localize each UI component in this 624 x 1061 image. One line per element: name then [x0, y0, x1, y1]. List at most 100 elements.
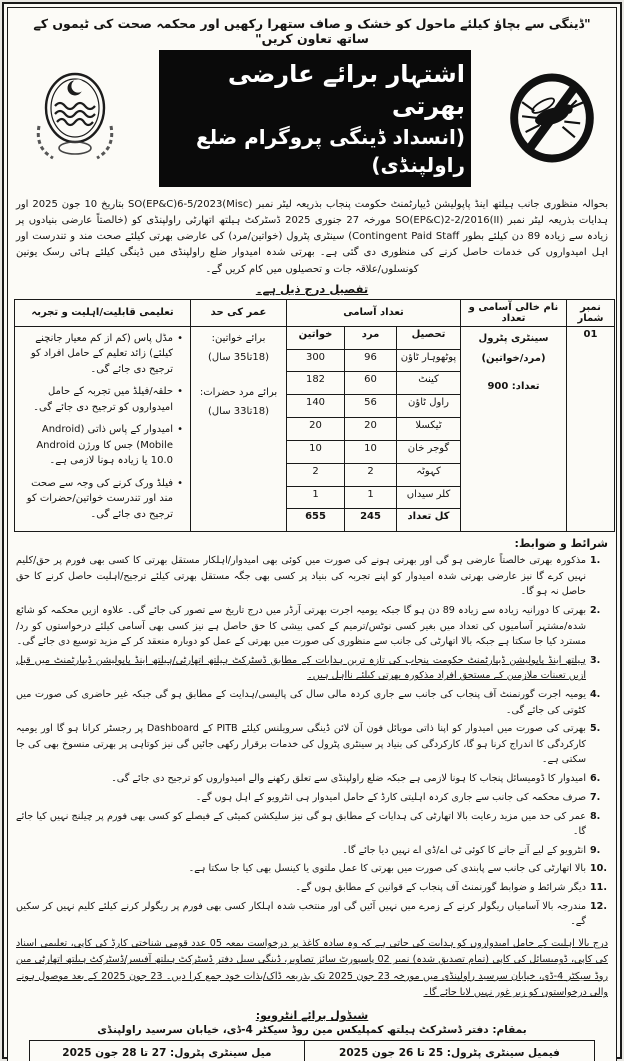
post-gender: (مرد/خواتین) [481, 352, 546, 364]
post-cell: سینٹری پٹرول (مرد/خواتین) تعداد: 900 [460, 325, 567, 533]
table-row: ٹیکسلا 20 20 [15, 417, 615, 441]
schedule-venue: بمقام: دفتر ڈسٹرکٹ ہیلتھ کمپلیکس مین روڈ… [97, 1024, 527, 1037]
approval-intro-paragraph: بحوالہ منظوری جانب ہیلتھ اینڈ پاپولیشن ڈ… [16, 198, 609, 275]
title-banner: اشتہار برائے عارضی بھرتی (انسداد ڈینگی پ… [159, 50, 471, 187]
term-text: امیدوار کا ڈومیسائل پنجاب کا ہونا لازمی … [111, 773, 586, 785]
term-text: مذکورہ بھرتی خالصتاً عارضی ہو گی اور بھر… [16, 555, 586, 598]
term-number: 12. [590, 900, 607, 912]
col-age: عمر کی حد [190, 298, 287, 327]
term-text: ہیلتھ اینڈ پاپولیشن ڈیپارٹمنٹ حکومت پنجا… [16, 654, 586, 682]
program-subtitle: (انسداد ڈینگی پروگرام ضلع راولپنڈی) [196, 124, 465, 177]
age-male-value: (18تا33 سال) [208, 405, 269, 417]
term-text: یومیہ اجرت گورنمنٹ آف پنجاب کی جانب سے ج… [16, 689, 586, 716]
term-item: 12. مندرجہ بالا آسامیاں ریگولر کرنے کے زم… [16, 899, 608, 930]
qualification-item: فیلڈ ورک کرنے کی وجہ سے صحت مند اور تندر… [20, 476, 183, 523]
table-header-row: نمبر شمار نام خالی آسامی و تعداد تعداد آ… [14, 298, 615, 327]
qualification-item: مڈل پاس (کم از کم معیار جانچنے کیلئے) زا… [20, 331, 183, 378]
male-count: 2 [344, 462, 397, 487]
term-number: 11. [590, 882, 607, 894]
no-mosquito-icon [500, 72, 604, 164]
term-text: صرف محکمہ کی جانب سے جاری کردہ اہلیتی کا… [195, 791, 586, 803]
term-text: دیگر شرائط و ضوابط گورنمنٹ آف پنجاب کے ق… [295, 882, 586, 894]
term-number: 3. [590, 654, 601, 666]
masthead: اشتہار برائے عارضی بھرتی (انسداد ڈینگی پ… [14, 48, 610, 193]
term-number: 7. [590, 791, 601, 803]
term-item: 9. انٹرویو کے لیے آنے جانے کا کوئی ٹی اے/… [16, 843, 608, 859]
female-count: 20 [286, 417, 345, 441]
details-heading: تفصیل درج ذیل ہے۔ [255, 281, 369, 296]
term-item: 8. عمر کی حد میں مزید رعایت بالا اتھارٹی … [16, 809, 608, 840]
total-female: 655 [286, 508, 345, 533]
term-number: 6. [590, 773, 601, 785]
col-count: تعداد آسامی [286, 298, 461, 327]
term-item: 2. بھرتی کا دورانیہ زیادہ سے زیادہ 89 دن … [16, 603, 608, 650]
term-item: 4. یومیہ اجرت گورنمنٹ آف پنجاب کی جانب سے… [16, 687, 608, 718]
serial-cell: 01 [566, 325, 615, 533]
female-count: 300 [286, 348, 345, 373]
punjab-emblem-svg [36, 73, 114, 160]
female-count: 182 [286, 371, 345, 396]
term-number: 8. [590, 810, 601, 822]
subcol-female: خواتین [286, 325, 345, 350]
male-count: 56 [344, 394, 397, 419]
male-count: 96 [344, 348, 397, 373]
total-row: کل تعداد 245 655 [15, 508, 615, 533]
term-item: 1. مذکورہ بھرتی خالصتاً عارضی ہو گی اور ب… [16, 553, 608, 600]
subcol-male: مرد [344, 325, 397, 350]
tehsil-name: کینٹ [396, 371, 461, 396]
schedule-table: فیمیل سینٹری پٹرول: 25 تا 26 جون 2025 می… [28, 1040, 596, 1061]
term-text: بھرتی کا دورانیہ زیادہ سے زیادہ 89 دن ہو… [16, 605, 586, 648]
term-number: 2. [590, 605, 601, 616]
table-row: گوجر خان 10 10 [15, 439, 615, 464]
age-female-label: برائے خواتین: [211, 332, 266, 344]
age-female-value: (18تا35 سال) [208, 351, 269, 363]
term-number: 5. [590, 723, 601, 735]
ad-title: اشتہار برائے عارضی بھرتی [227, 60, 465, 121]
tehsil-name: پوٹھوہار ٹاؤن [396, 348, 461, 373]
term-number: 1. [590, 555, 601, 567]
male-interview-slot: میل سینٹری پٹرول: 27 تا 28 جون 2025 [28, 1040, 305, 1061]
dengue-awareness-slogan: "ڈینگی سے بچاؤ کیلئے ماحول کو خشک و صاف … [33, 16, 591, 46]
term-item: 5. بھرتی کی صورت میں امیدوار کو اپنا ذاتی… [16, 721, 608, 768]
schedule-row: فیمیل سینٹری پٹرول: 25 تا 26 جون 2025 می… [28, 1040, 596, 1061]
no-mosquito-svg [510, 73, 594, 163]
qualification-item: حلقہ/فیلڈ میں تجربہ کے حامل امیدواروں کو… [20, 384, 183, 415]
term-item: 7. صرف محکمہ کی جانب سے جاری کردہ اہلیتی … [16, 790, 608, 806]
term-text: بھرتی کی صورت میں امیدوار کو اپنا ذاتی م… [16, 723, 586, 766]
term-text: بالا اتھارٹی کی جانب سے پابندی کی صورت م… [188, 863, 586, 875]
post-total: تعداد: 900 [487, 380, 540, 392]
term-text: انٹرویو کے لیے آنے جانے کا کوئی ٹی اے/ڈی… [342, 844, 586, 856]
total-male: 245 [344, 508, 397, 533]
punjab-government-emblem-icon [20, 66, 130, 170]
sub-header-row: 01 سینٹری پٹرول (مرد/خواتین) تعداد: 900 … [14, 325, 615, 533]
male-count: 60 [344, 371, 397, 396]
schedule-heading: شیڈول برائے انٹرویو: [255, 1009, 369, 1023]
subcol-tehsil: تحصیل [396, 325, 461, 350]
inner-frame: "ڈینگی سے بچاؤ کیلئے ماحول کو خشک و صاف … [7, 7, 617, 1061]
female-count: 2 [286, 462, 345, 487]
application-instructions: درج بالا اہلیت کے حامل امیدواروں کو ہدای… [16, 938, 609, 999]
col-serial: نمبر شمار [566, 298, 615, 327]
term-text: عمر کی حد میں مزید رعایت بالا اتھارٹی کی… [16, 810, 586, 838]
terms-list: 1. مذکورہ بھرتی خالصتاً عارضی ہو گی اور ب… [14, 553, 610, 933]
col-post: نام خالی آسامی و تعداد [460, 298, 567, 327]
male-count: 10 [344, 439, 397, 464]
term-item: 10. بالا اتھارٹی کی جانب سے پابندی کی صور… [16, 861, 608, 877]
term-item: 11. دیگر شرائط و ضوابط گورنمنٹ آف پنجاب ک… [16, 880, 608, 896]
qualification-item: امیدوار کے پاس ذاتی (Android Mobile) جس … [20, 422, 183, 469]
tehsil-name: ٹیکسلا [396, 417, 461, 441]
term-number: 10. [590, 863, 607, 875]
tehsil-name: گوجر خان [396, 439, 461, 464]
age-limit-cell: برائے خواتین: (18تا35 سال) برائے مرد حضر… [190, 325, 287, 533]
col-qualification: تعلیمی قابلیت/اہلیت و تجربہ [14, 298, 191, 327]
term-item: 6. امیدوار کا ڈومیسائل پنجاب کا ہونا لازم… [16, 771, 608, 787]
female-interview-slot: فیمیل سینٹری پٹرول: 25 تا 26 جون 2025 [303, 1040, 596, 1061]
post-name: سینٹری پٹرول [478, 332, 549, 344]
term-number: 4. [590, 689, 601, 701]
qualification-cell: مڈل پاس (کم از کم معیار جانچنے کیلئے) زا… [14, 325, 191, 533]
tehsil-name: راول ٹاؤن [396, 394, 461, 419]
term-item: 3. ہیلتھ اینڈ پاپولیشن ڈیپارٹمنٹ حکومت پن… [16, 653, 608, 684]
female-count: 10 [286, 439, 345, 464]
tehsil-name: کلر سیداں [396, 485, 461, 510]
